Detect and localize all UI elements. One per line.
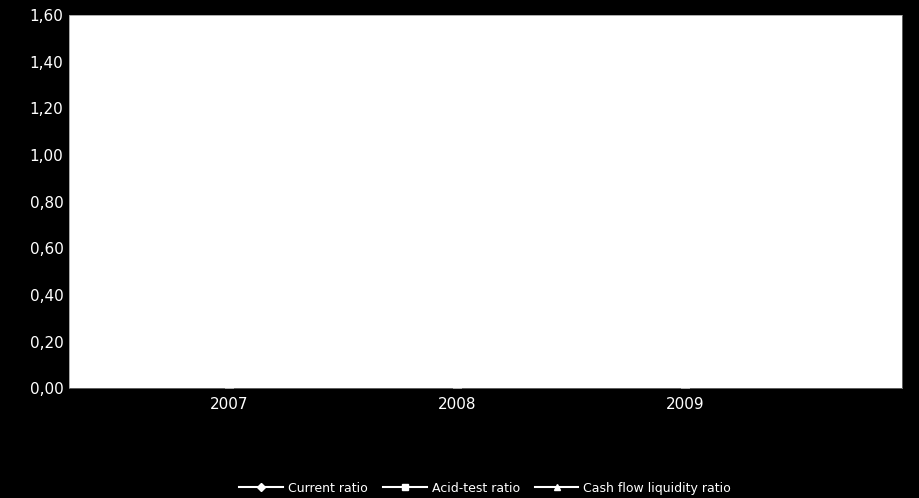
Cash flow liquidity ratio — [223, 385, 234, 391]
Current ratio — [678, 385, 689, 391]
Acid-test ratio — [223, 385, 234, 391]
Acid-test ratio — [451, 385, 462, 391]
Line: Acid-test ratio: Acid-test ratio — [226, 385, 686, 391]
Line: Current ratio: Current ratio — [226, 385, 686, 391]
Current ratio — [223, 385, 234, 391]
Cash flow liquidity ratio — [678, 385, 689, 391]
Acid-test ratio — [678, 385, 689, 391]
Current ratio — [451, 385, 462, 391]
Legend: Current ratio, Acid-test ratio, Cash flow liquidity ratio: Current ratio, Acid-test ratio, Cash flo… — [234, 477, 735, 498]
Cash flow liquidity ratio — [451, 385, 462, 391]
Line: Cash flow liquidity ratio: Cash flow liquidity ratio — [226, 385, 686, 391]
